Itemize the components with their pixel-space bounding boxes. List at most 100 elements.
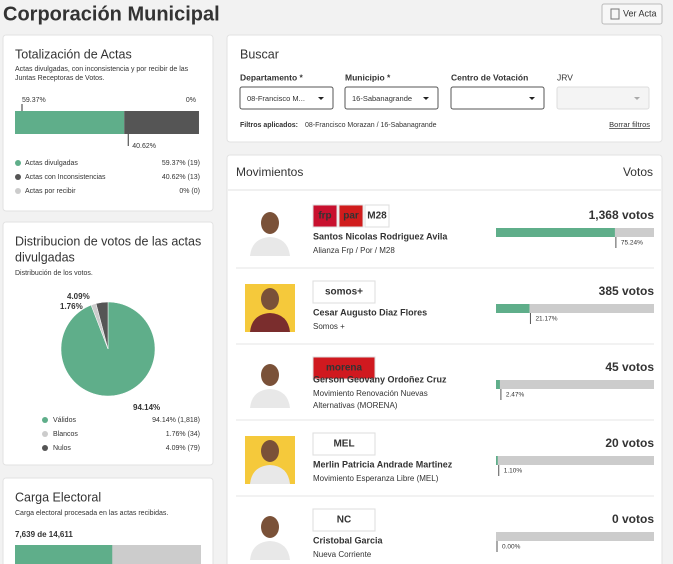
- photo-body: [250, 465, 290, 484]
- party-name: Nueva Corriente: [313, 550, 372, 559]
- party-name: Alternativas (MORENA): [313, 401, 398, 410]
- votes: 385 votos: [599, 284, 655, 298]
- legend-value: 4.09% (79): [166, 445, 200, 452]
- card: [2, 477, 214, 564]
- legend-label: Nulos: [53, 445, 71, 452]
- pie-slice: [95, 301, 109, 350]
- percent-label: 21.17%: [535, 316, 557, 323]
- votes: 45 votos: [605, 360, 654, 374]
- progress-track: [496, 380, 654, 389]
- select-value: 08-Francisco M...: [247, 94, 305, 103]
- doc-icon: [610, 8, 620, 20]
- bar-label: 59.37%: [22, 97, 46, 104]
- page-title: Corporación Municipal: [3, 3, 220, 25]
- caret: [318, 97, 324, 100]
- field-label: JRV: [557, 72, 573, 82]
- party-name: Alianza Frp / Por / M28: [313, 246, 395, 255]
- logo-text: par: [343, 211, 359, 222]
- party-logo: [364, 204, 390, 228]
- logo-text: NC: [337, 515, 351, 526]
- party-logo: [312, 280, 376, 304]
- filter-value: 08-Francisco Morazan / 16-Sabanagrande: [305, 122, 437, 129]
- card-title: divulgadas: [15, 250, 75, 264]
- party-logo: [312, 356, 376, 380]
- card-subtitle: Actas divulgadas, con inconsistencia y p…: [15, 66, 189, 73]
- clear-link[interactable]: Borrar filtros: [609, 120, 650, 129]
- logo-text: frp: [318, 211, 331, 222]
- progress-fill: [496, 456, 498, 465]
- party-name: Movimiento Renovación Nuevas: [313, 389, 428, 398]
- votes: 1,368 votos: [589, 208, 655, 222]
- legend-label: Blancos: [53, 431, 78, 438]
- percent-label: 0.00%: [502, 544, 521, 551]
- progress-track: [496, 304, 654, 313]
- party-logo: [312, 432, 376, 456]
- logo-text: M28: [367, 211, 387, 222]
- bar-label: 0%: [186, 97, 196, 104]
- legend-label: Actas divulgadas: [25, 160, 78, 167]
- caret: [634, 97, 640, 100]
- slice-label: 1.76%: [60, 302, 83, 311]
- percent-label: 75.24%: [621, 240, 643, 247]
- select: [556, 86, 650, 110]
- legend-value: 0% (0): [179, 188, 200, 195]
- select[interactable]: [450, 86, 545, 110]
- select-value: 16-Sabanagrande: [352, 94, 412, 103]
- legend-value: 1.76% (34): [166, 431, 200, 438]
- progress-track: [496, 456, 654, 465]
- candidate-name: Cristobal Garcia: [313, 535, 384, 545]
- legend-value: 40.62% (13): [162, 174, 200, 181]
- logo-text: MEL: [333, 439, 354, 450]
- slice-label: 94.14%: [133, 403, 160, 412]
- candidate-name: Gerson Geovany Ordoñez Cruz: [313, 374, 447, 384]
- votes: 0 votos: [612, 512, 654, 526]
- candidate-name: Cesar Augusto Diaz Flores: [313, 307, 427, 317]
- logo-text: somos+: [325, 287, 363, 298]
- legend-label: Válidos: [53, 417, 76, 424]
- card-title: Buscar: [240, 47, 279, 61]
- photo-head: [261, 288, 279, 310]
- legend-dot: [15, 188, 21, 194]
- legend-value: 59.37% (19): [162, 160, 200, 167]
- column-header: Votos: [623, 165, 653, 179]
- progress-fill: [496, 304, 530, 313]
- photo-head: [261, 364, 279, 386]
- legend-dot: [42, 431, 48, 437]
- button-label[interactable]: Ver Acta: [623, 8, 657, 18]
- field-label: Departamento *: [240, 72, 304, 82]
- progress-label: 7,639 de 14,611: [15, 530, 73, 539]
- card-title: Distribucion de votos de las actas: [15, 234, 201, 248]
- card-title: Totalización de Actas: [15, 47, 132, 61]
- slice-label: 4.09%: [67, 292, 90, 301]
- legend-label: Actas por recibir: [25, 188, 76, 195]
- party-name: Movimiento Esperanza Libre (MEL): [313, 474, 439, 483]
- legend-label: Actas con Inconsistencias: [25, 174, 106, 181]
- percent-label: 2.47%: [506, 392, 525, 399]
- field-label: Municipio *: [345, 72, 391, 82]
- card-subtitle: Juntas Receptoras de Votos.: [15, 75, 105, 82]
- legend-dot: [15, 160, 21, 166]
- legend-dot: [42, 445, 48, 451]
- photo-body: [250, 541, 290, 560]
- candidate-name: Merlin Patricia Andrade Martinez: [313, 459, 453, 469]
- progress-track: [496, 532, 654, 541]
- card: [226, 34, 663, 143]
- card-title: Movimientos: [236, 165, 303, 179]
- card-subtitle: Carga electoral procesada en las actas r…: [15, 510, 168, 517]
- photo-head: [261, 516, 279, 538]
- progress-fill: [15, 545, 113, 564]
- select[interactable]: [344, 86, 439, 110]
- bar-label: 40.62%: [132, 143, 156, 150]
- candidate-name: Santos Nicolas Rodriguez Avila: [313, 231, 448, 241]
- photo-body: [250, 389, 290, 408]
- caret: [529, 97, 535, 100]
- photo-body: [250, 313, 290, 332]
- percent-label: 1.10%: [504, 468, 523, 475]
- votes: 20 votos: [605, 436, 654, 450]
- card-subtitle: Distribución de los votos.: [15, 270, 93, 277]
- filter-label: Filtros aplicados:: [240, 122, 298, 129]
- party-name: Somos +: [313, 322, 345, 331]
- select[interactable]: [239, 86, 334, 110]
